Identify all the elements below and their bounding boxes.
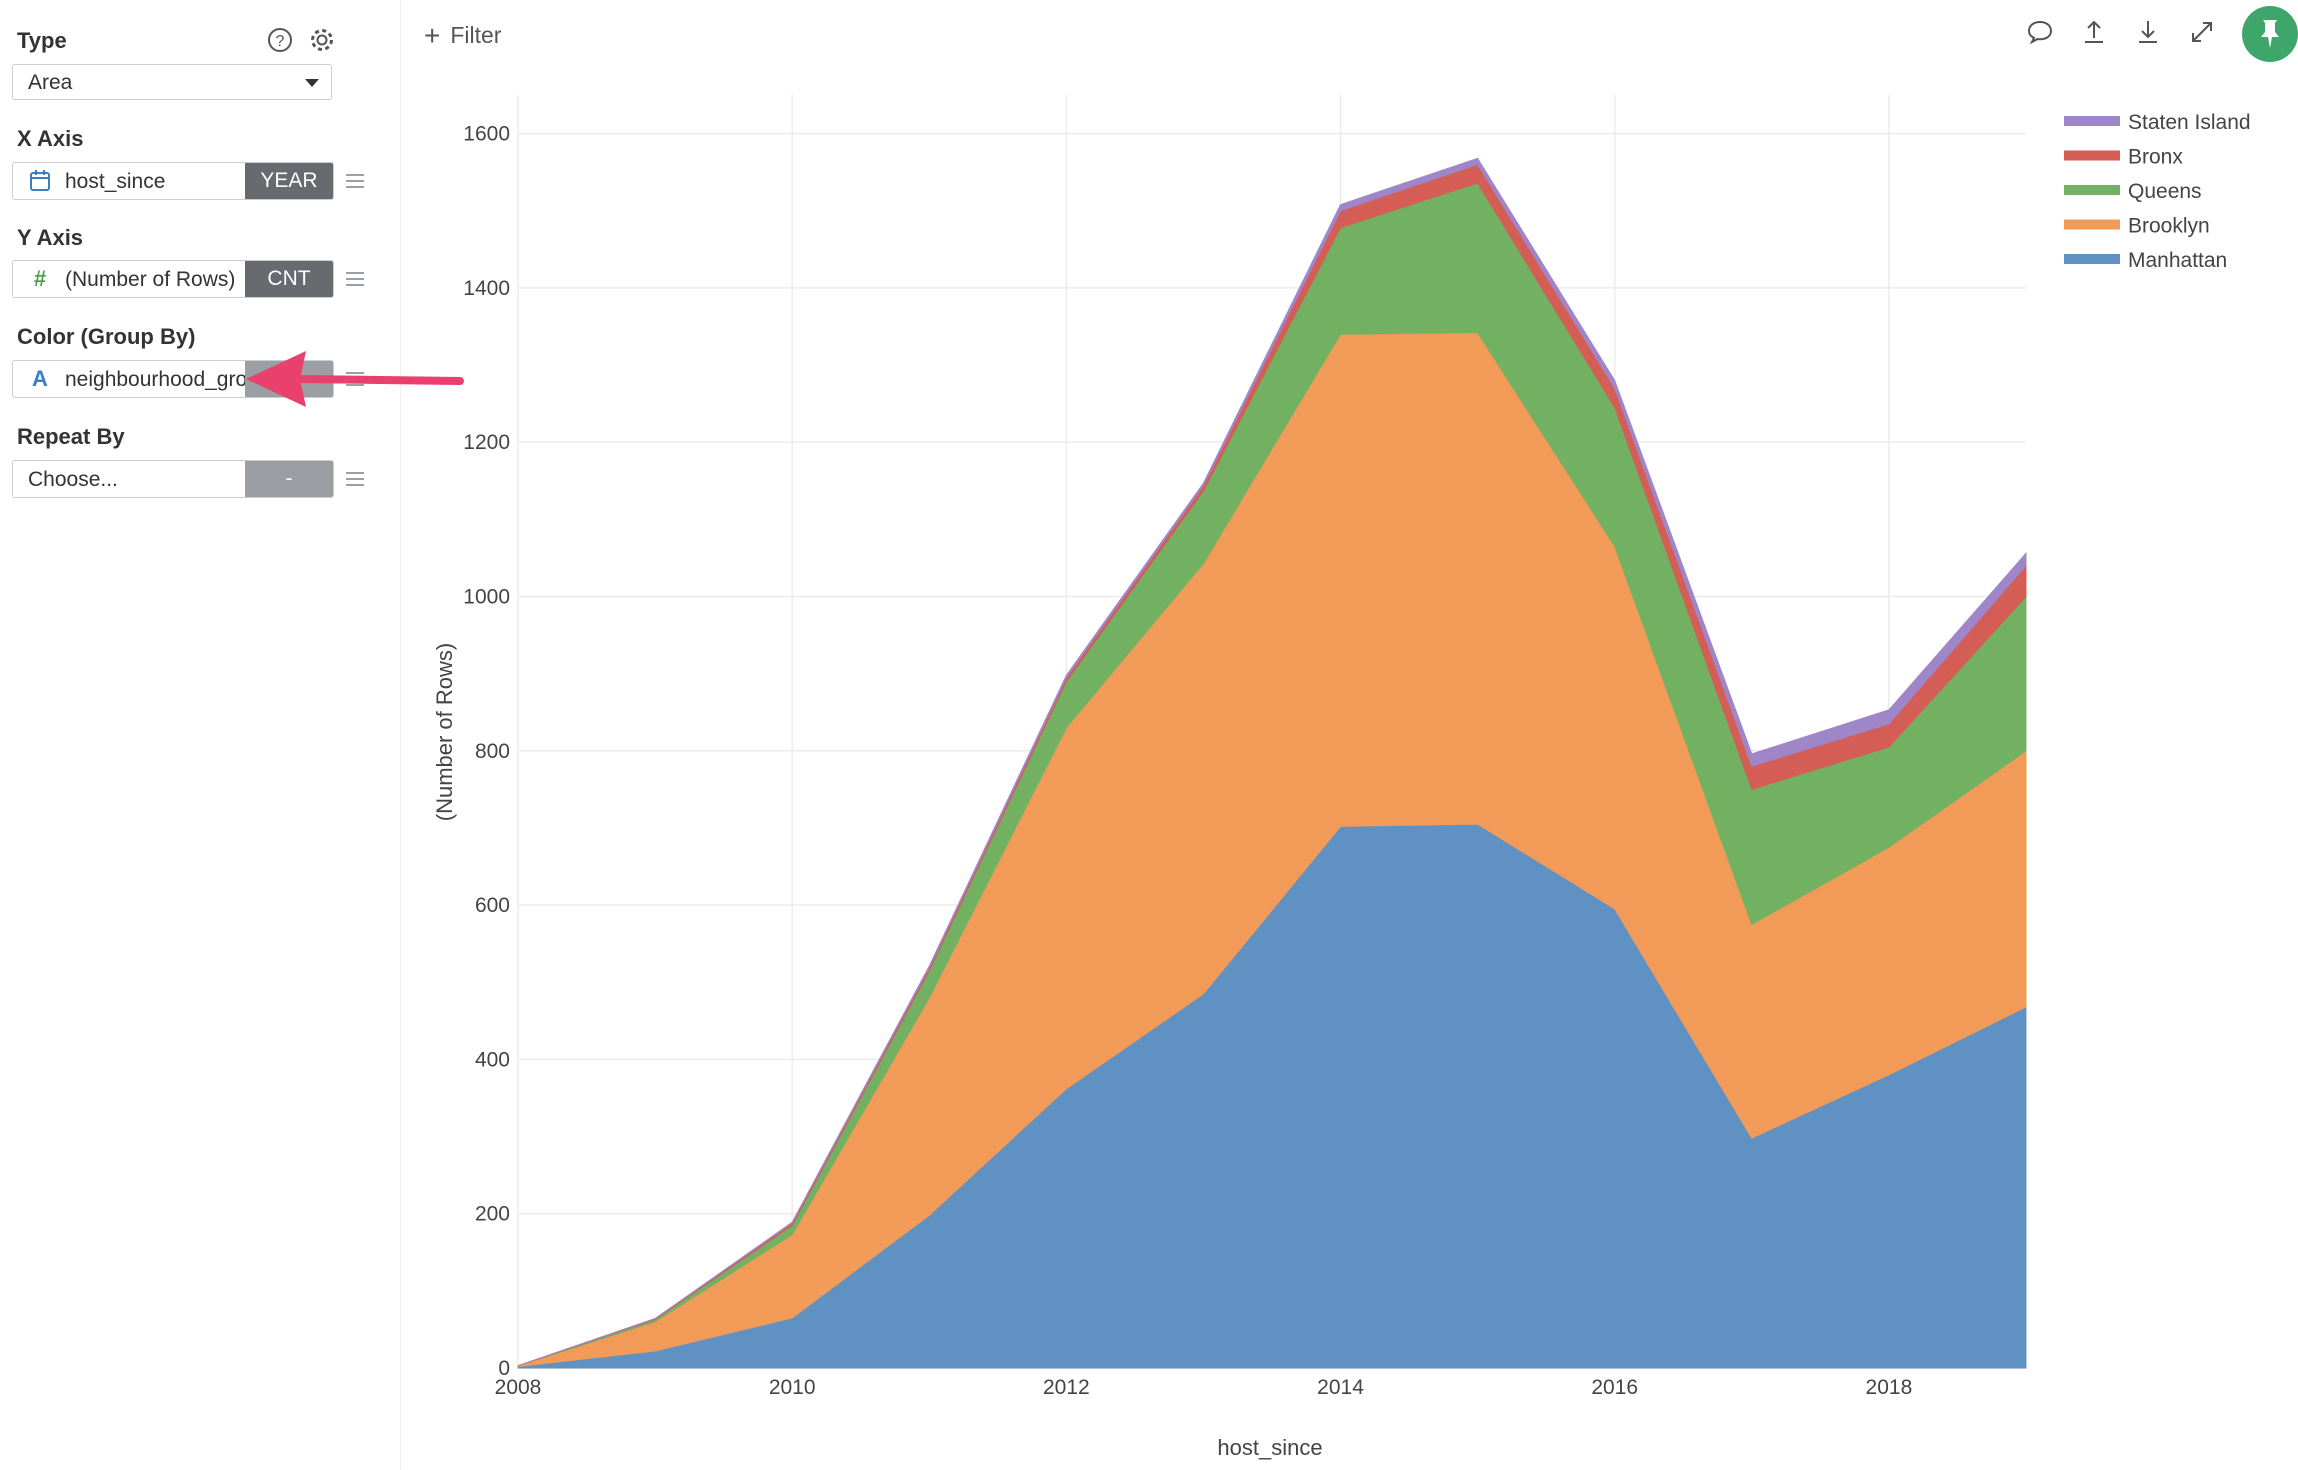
chevron-down-icon [305, 79, 319, 87]
x-axis-ticks: 2008 2010 2012 2014 2016 2018 [495, 1376, 1913, 1399]
comment-icon[interactable] [2026, 18, 2054, 46]
legend-swatch-brooklyn [2064, 219, 2120, 230]
x-tick-label: 2016 [1591, 1376, 1638, 1399]
legend-label-staten-island[interactable]: Staten Island [2128, 111, 2251, 134]
pin-icon [2261, 20, 2279, 48]
x-axis-title: host_since [1217, 1435, 1322, 1460]
type-label: Type [17, 28, 67, 53]
x-tick-label: 2010 [769, 1376, 816, 1399]
y-axis-label: Y Axis [17, 225, 84, 250]
legend-swatch-manhattan [2064, 254, 2120, 264]
pin-button[interactable] [2242, 6, 2298, 62]
y-axis-field[interactable]: # (Number of Rows) CNT [12, 260, 334, 298]
repeat-by-field[interactable]: Choose... - [12, 460, 334, 498]
x-axis-field-name: host_since [65, 170, 166, 193]
y-axis-ticks: 0 200 400 600 800 1000 1200 1400 1600 [463, 123, 510, 1380]
legend-label-queens[interactable]: Queens [2128, 180, 2202, 203]
x-tick-label: 2018 [1866, 1376, 1913, 1399]
y-tick-label: 1200 [463, 431, 510, 454]
filter-button[interactable]: + Filter [424, 18, 502, 51]
y-tick-label: 600 [475, 894, 510, 917]
x-axis-label: X Axis [17, 126, 84, 151]
y-tick-label: 0 [498, 1357, 510, 1380]
legend-label-bronx[interactable]: Bronx [2128, 146, 2183, 169]
y-tick-label: 1600 [463, 123, 510, 146]
x-tick-label: 2014 [1317, 1376, 1364, 1399]
y-tick-label: 200 [475, 1203, 510, 1226]
x-tick-label: 2012 [1043, 1376, 1090, 1399]
y-axis-aggregation[interactable]: CNT [245, 261, 333, 297]
repeat-by-aggregation[interactable]: - [245, 461, 333, 497]
color-group-field-name: neighbourhood_group [65, 368, 261, 391]
legend-label-manhattan[interactable]: Manhattan [2128, 249, 2227, 272]
filter-label: Filter [450, 22, 502, 48]
repeat-by-field-name: Choose... [28, 468, 118, 491]
repeat-by-menu-icon[interactable] [346, 472, 364, 486]
download-icon[interactable] [2134, 18, 2162, 46]
y-tick-label: 1400 [463, 277, 510, 300]
repeat-by-label: Repeat By [17, 424, 125, 449]
expand-icon[interactable] [2188, 18, 2216, 46]
chart-areas [517, 157, 2027, 1369]
y-tick-label: 400 [475, 1048, 510, 1071]
legend-swatch-queens [2064, 185, 2120, 195]
gear-icon[interactable] [308, 26, 336, 54]
annotation-arrow [246, 351, 464, 407]
area-staten-island[interactable] [517, 157, 2027, 1367]
calendar-icon [30, 170, 50, 191]
plus-icon: + [424, 20, 441, 51]
chart-type-value: Area [28, 71, 73, 94]
x-tick-label: 2008 [495, 1376, 542, 1399]
y-tick-label: 1000 [463, 585, 510, 608]
x-axis-menu-icon[interactable] [346, 174, 364, 188]
x-axis-field[interactable]: host_since YEAR [12, 162, 334, 200]
svg-text:?: ? [276, 33, 285, 50]
legend-swatch-bronx [2064, 150, 2120, 161]
chart-legend: Staten Island Bronx Queens Brooklyn Manhatta… [2064, 111, 2251, 272]
color-group-label: Color (Group By) [17, 324, 196, 349]
upload-icon[interactable] [2080, 18, 2108, 46]
x-axis-aggregation[interactable]: YEAR [245, 163, 333, 199]
chart-type-select[interactable]: Area [12, 64, 332, 100]
y-axis-title: (Number of Rows) [432, 643, 457, 821]
legend-label-brooklyn[interactable]: Brooklyn [2128, 215, 2210, 238]
hash-icon: # [33, 266, 47, 291]
legend-swatch-staten-island [2064, 116, 2120, 126]
help-icon[interactable]: ? [266, 26, 294, 54]
y-tick-label: 800 [475, 740, 510, 763]
text-type-icon: A [32, 366, 48, 391]
y-axis-field-name: (Number of Rows) [65, 268, 236, 291]
y-axis-menu-icon[interactable] [346, 272, 364, 286]
